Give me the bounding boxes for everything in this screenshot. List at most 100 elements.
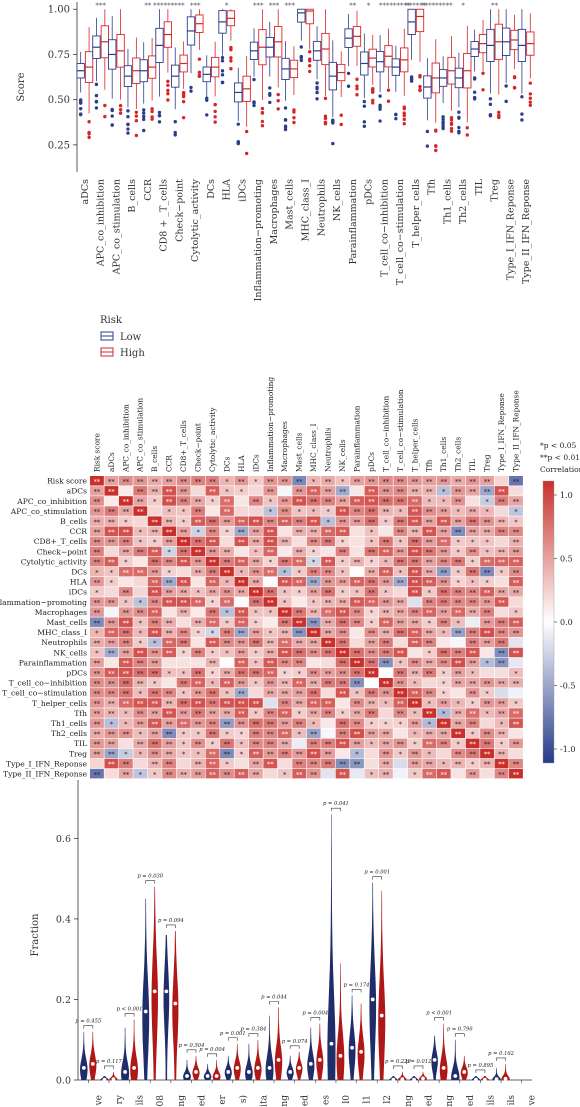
violin-high	[460, 1055, 468, 1080]
heatmap-significance-mark: **	[310, 700, 317, 708]
heatmap-significance-mark: **	[513, 720, 520, 728]
heatmap-cell	[191, 708, 205, 718]
heatmap-significance-mark: **	[513, 761, 520, 769]
violin-high	[501, 1063, 510, 1080]
violin-low	[142, 898, 150, 1080]
heatmap-significance-mark: **	[469, 690, 476, 698]
heatmap-cell	[104, 708, 119, 718]
heatmap-significance-mark: **	[108, 761, 115, 769]
heatmap-cell	[90, 486, 104, 496]
heatmap-cell	[509, 657, 523, 668]
heatmap-significance-mark: **	[397, 619, 404, 627]
heatmap-cell	[248, 526, 263, 536]
heatmap-cell	[220, 546, 234, 557]
heatmap-significance-mark: **	[253, 599, 260, 607]
heatmap-significance-mark: **	[180, 549, 187, 557]
heatmap-cell	[364, 617, 379, 627]
heatmap-significance-mark: **	[469, 771, 476, 779]
violin-high	[172, 931, 179, 1080]
heatmap-significance-mark: *	[110, 579, 114, 587]
heatmap-cell	[147, 667, 162, 678]
significance-label: ******	[421, 2, 443, 10]
heatmap-significance-mark: **	[238, 720, 245, 728]
heatmap-significance-mark: *	[485, 498, 489, 506]
heatmap-significance-mark: *	[485, 538, 489, 546]
pvalue-label: p = 0.044	[261, 995, 287, 1001]
heatmap-cell	[509, 597, 523, 607]
heatmap-cell	[335, 496, 350, 506]
heatmap-significance-mark: **	[282, 680, 289, 688]
heatmap-significance-mark: **	[267, 751, 274, 759]
outlier-point	[197, 70, 202, 75]
heatmap-significance-mark: **	[383, 488, 390, 496]
heatmap-cell	[104, 667, 119, 678]
heatmap-significance-mark: **	[426, 549, 433, 557]
heatmap-cell	[118, 698, 133, 708]
heatmap-cell	[147, 516, 162, 526]
heatmap-cell	[133, 657, 148, 668]
heatmap-significance-mark: **	[267, 538, 274, 546]
heatmap-significance-mark: **	[267, 589, 274, 597]
heatmap-cell	[104, 718, 119, 728]
heatmap-significance-mark: *	[168, 569, 172, 577]
outlier-point	[457, 115, 461, 120]
heatmap-cell	[509, 627, 523, 637]
heatmap-col-label: HLA	[237, 455, 246, 472]
heatmap-row-label: T_helper_cells	[32, 699, 87, 708]
heatmap-col-label: iDCs	[251, 454, 260, 472]
pvalue-label: p = 0.384	[240, 1027, 266, 1033]
heatmap-cell	[176, 607, 191, 617]
heatmap-cell	[292, 758, 307, 769]
x-tick-label: l1	[363, 1095, 373, 1104]
heatmap-cell	[147, 617, 162, 627]
heatmap-cell	[509, 546, 523, 557]
pvalue-label: p = 0.041	[323, 801, 349, 807]
heatmap-cell	[379, 607, 393, 617]
heatmap-significance-mark: **	[94, 488, 101, 496]
heatmap-significance-mark: *	[196, 751, 200, 759]
heatmap-significance-mark: **	[498, 589, 505, 597]
heatmap-cell	[104, 698, 119, 708]
heatmap-cell	[147, 587, 162, 597]
heatmap-cell	[407, 768, 422, 779]
heatmap-significance-mark: **	[296, 579, 303, 587]
heatmap-cell	[306, 647, 321, 658]
heatmap-cell	[509, 748, 523, 759]
outlier-point	[323, 96, 328, 101]
heatmap-cell	[379, 627, 393, 637]
heatmap-cell	[147, 647, 162, 658]
heatmap-significance-mark: **	[282, 660, 289, 668]
heatmap-significance-mark: **	[426, 740, 433, 748]
heatmap-cell	[306, 667, 321, 678]
heatmap-cell	[465, 597, 480, 607]
legend-title: Risk	[100, 315, 123, 326]
outlier-point	[142, 117, 146, 122]
outlier-point	[173, 133, 177, 137]
heatmap-significance-mark: **	[469, 710, 476, 718]
heatmap-significance-mark: **	[123, 609, 130, 617]
heatmap-cell	[248, 647, 263, 658]
heatmap-cell	[248, 627, 263, 637]
heatmap-cell	[407, 587, 422, 597]
heatmap-cell	[234, 566, 249, 577]
heatmap-significance-mark: **	[151, 761, 158, 769]
x-tick-label: T_helper_cells	[411, 179, 422, 248]
heatmap-cell	[436, 546, 451, 557]
outlier-point	[472, 77, 477, 81]
heatmap-significance-mark: **	[412, 660, 419, 668]
heatmap-cell	[162, 607, 177, 617]
pvalue-label: p = 0.012	[406, 1059, 432, 1065]
x-tick-label: ils	[507, 1095, 517, 1106]
heatmap-significance-mark: **	[440, 700, 447, 708]
heatmap-significance-mark: *	[95, 569, 99, 577]
heatmap-significance-mark: **	[195, 680, 202, 688]
heatmap-cell	[494, 758, 509, 769]
pvalue-bracket	[227, 1037, 238, 1041]
heatmap-cell	[335, 758, 350, 769]
heatmap-cell	[465, 698, 480, 708]
heatmap-significance-mark: **	[383, 740, 390, 748]
heatmap-cell	[191, 526, 205, 536]
heatmap-cell	[220, 627, 234, 637]
heatmap-cell	[451, 546, 466, 557]
heatmap-cell	[436, 496, 451, 506]
